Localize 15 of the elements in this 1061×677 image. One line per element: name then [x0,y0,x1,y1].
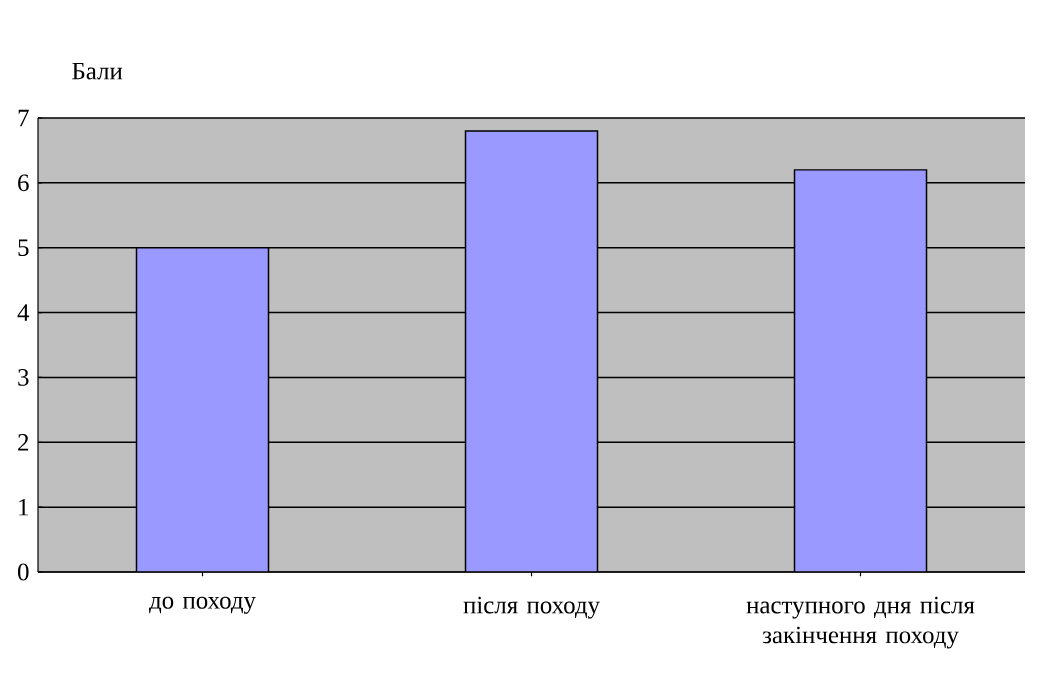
bar [793,169,928,572]
y-tick-label: 0 [18,563,29,581]
y-tick-label: 6 [18,174,29,192]
y-tick-label: 4 [17,304,30,321]
y-tick-label: 2 [18,434,29,451]
y-tick-label: 7 [18,109,29,127]
y-axis-title: Бали [72,62,123,80]
x-tick-label: до походу [149,596,256,614]
x-tick-label: наступного дня після закінчення походу [746,596,975,649]
y-tick-label: 5 [18,239,29,256]
y-tick-label: 3 [18,369,29,386]
bar [135,246,270,572]
bar [464,130,599,572]
y-tick-label: 1 [19,498,29,516]
x-tick-label: після походу [463,596,600,619]
